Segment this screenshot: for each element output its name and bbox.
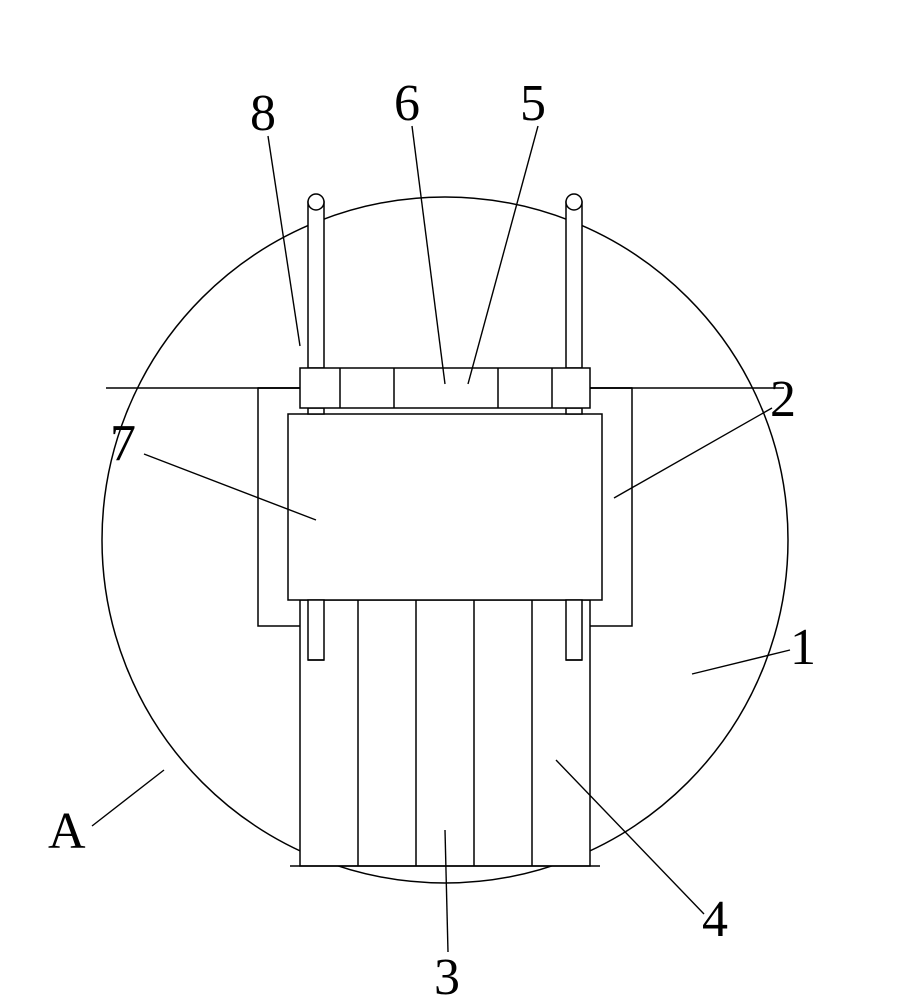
diagram-svg [0,0,915,1000]
callout-label-6: 6 [394,74,420,133]
callout-label-4: 4 [702,890,728,949]
callout-label-3: 3 [434,948,460,1007]
callout-label-A: A [48,802,86,861]
callout-label-5: 5 [520,74,546,133]
callout-label-7: 7 [110,414,136,473]
callout-label-2: 2 [770,370,796,429]
callout-label-1: 1 [790,618,816,677]
callout-label-8: 8 [250,84,276,143]
